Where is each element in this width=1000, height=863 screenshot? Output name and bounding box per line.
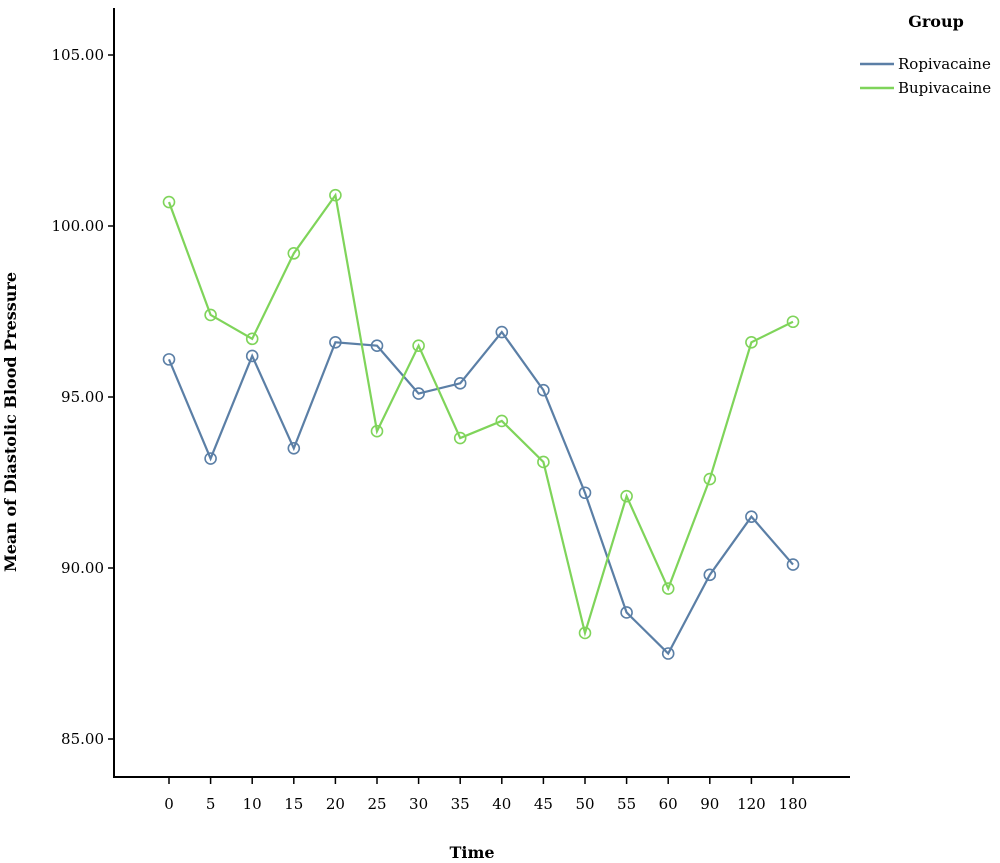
data-point <box>370 424 384 438</box>
data-point <box>620 606 633 619</box>
series-line <box>167 192 794 638</box>
data-point <box>412 387 425 400</box>
series-bupivacaine <box>162 188 800 640</box>
x-ticks: 0 5 10 15 20 25 30 35 40 45 50 55 60 90 120 180 <box>164 777 807 813</box>
data-point <box>245 332 259 346</box>
data-point <box>495 325 509 339</box>
data-point <box>329 335 342 349</box>
series-line <box>167 330 794 656</box>
x-tick-label: 120 <box>737 795 766 813</box>
data-point <box>204 308 217 322</box>
data-point <box>162 195 176 209</box>
x-axis-title: Time <box>449 843 494 862</box>
x-tick-label: 180 <box>779 795 808 813</box>
data-point <box>578 486 592 500</box>
y-tick-label: 95.00 <box>61 388 104 406</box>
data-point <box>245 349 259 363</box>
x-tick-label: 20 <box>326 795 345 813</box>
data-point <box>578 626 592 640</box>
y-tick-label: 100.00 <box>52 217 105 235</box>
x-tick-label: 45 <box>534 795 553 813</box>
x-tick-label: 35 <box>451 795 470 813</box>
legend-label: Bupivacaine <box>898 79 991 97</box>
data-point <box>287 247 301 260</box>
x-tick-label: 0 <box>164 795 174 813</box>
legend-item-bupivacaine: Bupivacaine <box>860 79 991 97</box>
data-point <box>703 472 717 486</box>
series-ropivacaine <box>162 325 800 660</box>
x-tick-label: 90 <box>700 795 719 813</box>
x-tick-label: 50 <box>575 795 594 813</box>
data-point <box>412 339 425 353</box>
x-tick-label: 30 <box>409 795 428 813</box>
data-point <box>661 647 675 660</box>
data-point <box>620 489 633 503</box>
x-tick-label: 55 <box>617 795 636 813</box>
data-point <box>162 353 176 366</box>
x-tick-label: 40 <box>492 795 511 813</box>
x-tick-label: 5 <box>206 795 216 813</box>
data-point <box>287 441 301 455</box>
y-tick-label: 105.00 <box>52 46 105 64</box>
legend-title: Group <box>908 12 964 31</box>
data-point <box>537 455 550 469</box>
legend: Group Ropivacaine Bupivacaine <box>860 12 991 97</box>
legend-items: Ropivacaine Bupivacaine <box>860 55 991 97</box>
data-point <box>329 188 342 202</box>
data-point <box>786 558 800 571</box>
y-tick-label: 85.00 <box>61 730 104 748</box>
data-point <box>495 414 509 428</box>
x-tick-label: 15 <box>284 795 303 813</box>
data-point <box>453 377 467 390</box>
x-tick-label: 25 <box>367 795 386 813</box>
y-axis-title: Mean of Diastolic Blood Pressure <box>1 272 20 572</box>
legend-label: Ropivacaine <box>898 55 991 73</box>
series-layer <box>162 188 800 660</box>
data-point <box>537 383 550 397</box>
y-ticks: 85.00 90.00 95.00 100.00 105.00 <box>52 46 114 748</box>
data-point <box>745 510 758 524</box>
data-point <box>786 315 800 329</box>
x-tick-label: 10 <box>243 795 262 813</box>
data-point <box>661 582 675 595</box>
data-point <box>370 339 384 353</box>
legend-item-ropivacaine: Ropivacaine <box>860 55 991 73</box>
data-point <box>204 452 217 465</box>
x-tick-label: 60 <box>659 795 678 813</box>
axes <box>113 8 850 778</box>
data-point <box>453 431 467 445</box>
data-point <box>745 335 758 349</box>
y-tick-label: 90.00 <box>61 559 104 577</box>
data-point <box>703 568 717 582</box>
